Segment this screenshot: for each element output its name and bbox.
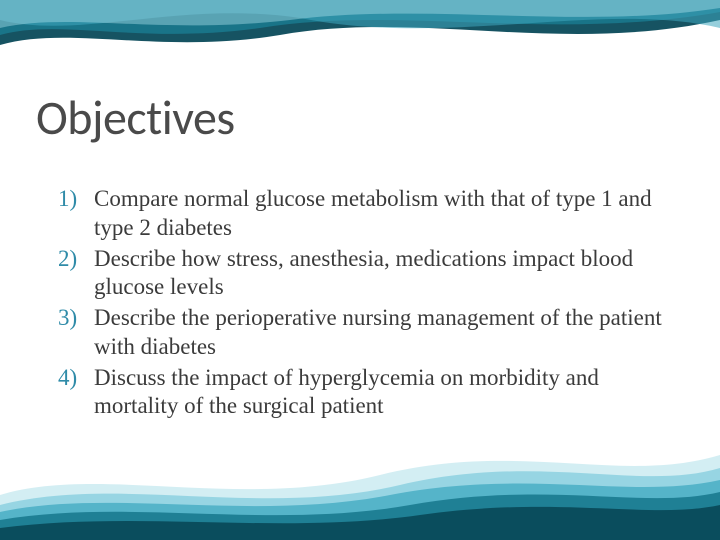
list-item-text: Discuss the impact of hyperglycemia on m… [94,365,599,419]
top-wave-svg [0,0,720,75]
list-item: Describe how stress, anesthesia, medicat… [58,245,662,303]
slide-title: Objectives [36,88,235,147]
list-item: Discuss the impact of hyperglycemia on m… [58,364,662,422]
top-wave-decoration [0,0,720,75]
list-item-text: Compare normal glucose metabolism with t… [94,186,652,240]
list-item-text: Describe how stress, anesthesia, medicat… [94,246,633,300]
list-item-text: Describe the perioperative nursing manag… [94,305,662,359]
list-item: Describe the perioperative nursing manag… [58,304,662,362]
objectives-list: Compare normal glucose metabolism with t… [58,185,662,423]
list-item: Compare normal glucose metabolism with t… [58,185,662,243]
